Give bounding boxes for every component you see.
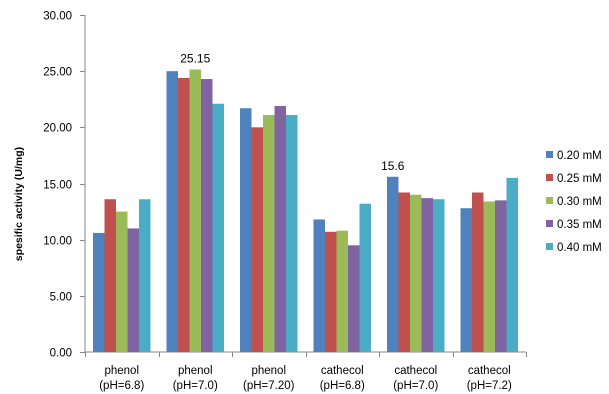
y-axis-label-group: spesific activity (U/mg) [13, 147, 25, 261]
legend-swatch [546, 174, 553, 181]
bar [359, 203, 371, 352]
bar [506, 177, 518, 352]
bar [201, 79, 213, 352]
bar [433, 199, 445, 352]
bar [348, 245, 360, 352]
bar [116, 211, 128, 352]
data-labels: 25.15 15.6 [180, 51, 405, 172]
x-category-label: (pH=7.0) [393, 380, 438, 392]
bar [263, 114, 275, 352]
y-tick-label: 20.00 [43, 123, 72, 135]
bar [410, 194, 422, 352]
y-ticks: 0.00 5.00 10.00 15.00 20.00 25.00 30.00 [43, 11, 85, 360]
x-category-label: (pH=7.2) [467, 380, 512, 392]
data-label: 15.6 [381, 159, 405, 173]
bar [166, 71, 178, 353]
legend-swatch [546, 151, 553, 158]
x-category-label: cathecol [321, 365, 364, 377]
bar [93, 232, 105, 352]
y-tick-label: 5.00 [50, 292, 72, 304]
bar [325, 231, 337, 352]
bar [212, 103, 224, 353]
bar [495, 200, 507, 352]
legend-label: 0.20 mM [557, 150, 602, 162]
x-category-label: (pH=6.8) [99, 380, 144, 392]
bar [104, 199, 116, 352]
bar [178, 77, 190, 352]
bar [274, 105, 286, 353]
legend-label: 0.40 mM [557, 242, 602, 254]
legend-swatch [546, 243, 553, 250]
legend: 0.20 mM 0.25 mM 0.30 mM 0.35 mM 0.40 mM [546, 150, 602, 254]
data-label: 25.15 [180, 51, 210, 65]
bar [421, 198, 433, 352]
x-category-label: phenol [251, 365, 286, 377]
x-category-label: cathecol [468, 365, 511, 377]
x-category-label: phenol [178, 365, 213, 377]
bar [387, 176, 399, 352]
bars [93, 69, 518, 353]
x-category-labels: phenol (pH=6.8) phenol (pH=7.0) phenol (pH=7.… [99, 365, 512, 392]
axes [84, 15, 527, 357]
bar [286, 114, 298, 352]
bar [460, 208, 472, 352]
legend-label: 0.35 mM [557, 219, 602, 231]
legend-swatch [546, 197, 553, 204]
bar [483, 201, 495, 352]
y-axis-title: spesific activity (U/mg) [13, 147, 25, 261]
bar [189, 69, 201, 352]
x-category-label: cathecol [394, 365, 437, 377]
bar [336, 230, 348, 352]
bar [251, 127, 263, 352]
y-tick-label: 15.00 [43, 180, 72, 192]
bar [139, 199, 151, 352]
bar [127, 228, 139, 352]
legend-label: 0.30 mM [557, 196, 602, 208]
bar [472, 192, 484, 352]
legend-label: 0.25 mM [557, 173, 602, 185]
x-category-label: (pH=7.20) [243, 380, 295, 392]
y-tick-label: 30.00 [43, 11, 72, 23]
bar [240, 108, 252, 353]
y-tick-label: 25.00 [43, 67, 72, 79]
x-category-label: phenol [104, 365, 139, 377]
legend-swatch [546, 220, 553, 227]
bar [313, 219, 325, 352]
x-category-label: (pH=7.0) [173, 380, 218, 392]
bar [398, 192, 410, 352]
y-tick-label: 10.00 [43, 236, 72, 248]
y-tick-label: 0.00 [50, 348, 72, 360]
x-category-label: (pH=6.8) [320, 380, 365, 392]
